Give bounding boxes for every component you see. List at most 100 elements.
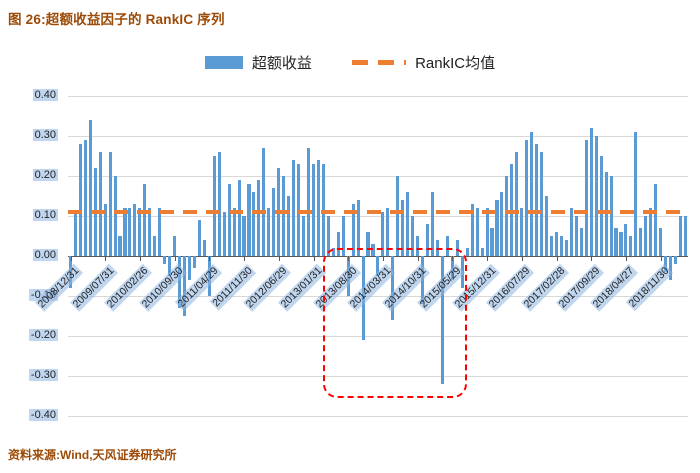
x-axis-tick [278, 256, 280, 261]
highlight-rect [322, 248, 467, 398]
bar [421, 256, 425, 304]
bar [371, 244, 375, 256]
bar [599, 156, 603, 256]
bar [480, 248, 484, 256]
bar [78, 144, 82, 256]
bar [168, 256, 172, 276]
x-axis-tick [591, 256, 593, 261]
bar [674, 256, 678, 264]
bar [123, 208, 127, 256]
bar [485, 208, 489, 256]
bar [103, 204, 107, 256]
x-axis-tick [521, 256, 523, 261]
bar [515, 152, 519, 256]
bar [589, 128, 593, 256]
bar [376, 256, 380, 276]
bar [187, 256, 191, 280]
y-axis-label: -0.40 [0, 409, 58, 421]
bar [108, 152, 112, 256]
bar [158, 208, 162, 256]
x-axis-tick [660, 256, 662, 261]
bar [341, 216, 345, 256]
gridline [68, 136, 688, 137]
source-note: 资料来源:Wind,天风证券研究所 [8, 448, 177, 462]
y-axis-label: 0.30 [0, 129, 58, 141]
y-tick-text: 0.30 [32, 129, 58, 141]
bar [520, 208, 524, 256]
legend-label-excess-return: 超额收益 [251, 55, 312, 72]
bar [490, 228, 494, 256]
bar [540, 152, 544, 256]
y-tick-text: -0.20 [28, 329, 58, 341]
bar [426, 224, 430, 256]
bar [609, 176, 613, 256]
bar [574, 216, 578, 256]
bar [83, 140, 87, 256]
bar [396, 176, 400, 256]
bar [564, 240, 568, 256]
y-tick-text: 0.10 [32, 209, 58, 221]
bar [148, 208, 152, 256]
figure-title: 图 26:超额收益因子的 RankIC 序列 [8, 12, 225, 27]
bar [267, 208, 271, 256]
bar [406, 192, 410, 256]
bar [430, 192, 435, 256]
gridline [68, 416, 688, 417]
legend-dash-swatch-icon [352, 60, 407, 65]
bar [192, 256, 196, 268]
y-tick-text: 0.40 [32, 89, 58, 101]
y-tick-text: -0.30 [28, 369, 58, 381]
y-axis-label: 0.40 [0, 89, 58, 101]
gridline [68, 296, 688, 297]
gridline [68, 216, 688, 217]
bar [569, 208, 573, 256]
chart-area: 0.400.300.200.100.00-0.10-0.20-0.30-0.40… [0, 86, 700, 438]
bar [98, 152, 102, 256]
x-axis-tick [417, 256, 419, 261]
bar [138, 208, 142, 256]
bar [222, 212, 226, 256]
y-axis-label: -0.30 [0, 369, 58, 381]
bar [550, 236, 554, 256]
bar [545, 196, 549, 256]
y-tick-text: -0.40 [28, 409, 58, 421]
bar [356, 200, 360, 256]
gridline [68, 176, 688, 177]
x-axis-tick [626, 256, 627, 261]
bar [366, 232, 370, 256]
bar [634, 132, 638, 256]
bar [316, 160, 320, 256]
bar [336, 232, 340, 256]
bar [584, 140, 588, 256]
y-axis-label: 0.10 [0, 209, 58, 221]
bar [470, 204, 474, 256]
bar [500, 192, 504, 256]
x-axis-tick [383, 256, 384, 261]
bar [351, 204, 355, 256]
bar [416, 236, 420, 256]
bar [669, 256, 673, 280]
bar [535, 144, 539, 256]
bar [247, 184, 251, 256]
bar [614, 228, 618, 256]
y-axis-label: -0.20 [0, 329, 58, 341]
bar [197, 220, 201, 256]
bar [554, 232, 559, 256]
bar [475, 208, 479, 256]
bar [118, 236, 122, 256]
bar [326, 216, 330, 256]
bar [644, 216, 648, 256]
bar [579, 228, 583, 256]
x-axis-tick [105, 256, 107, 261]
bar [559, 236, 563, 256]
x-axis-tick [70, 256, 72, 261]
x-axis-tick [174, 256, 176, 261]
bar [306, 148, 311, 256]
bar [153, 236, 157, 256]
bar [242, 216, 246, 256]
bar [73, 212, 77, 256]
gridline [68, 376, 688, 377]
bar [678, 216, 683, 256]
bar [287, 196, 291, 256]
bar [619, 232, 623, 256]
